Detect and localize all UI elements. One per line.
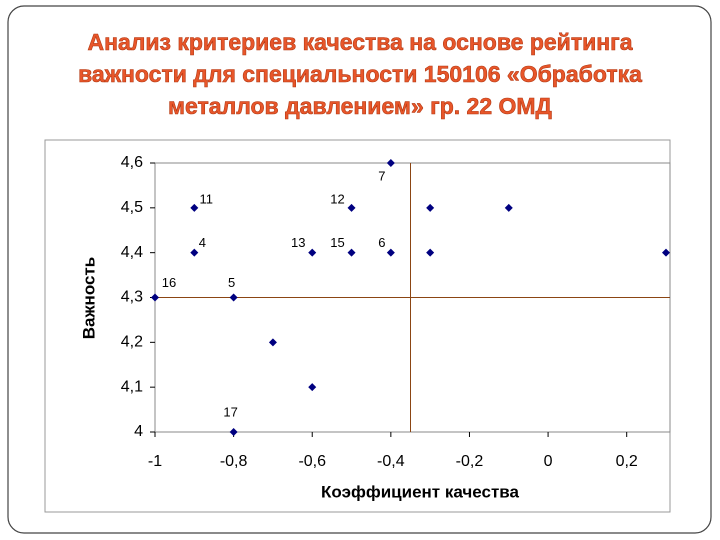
point-label: 16 — [162, 275, 176, 290]
point-label: 13 — [291, 235, 305, 250]
point-label: 4 — [199, 235, 206, 250]
point — [308, 248, 317, 257]
y-tick-label: 4,5 — [121, 199, 143, 216]
point-label: 11 — [200, 191, 214, 206]
x-axis-label: Коэффициент качества — [321, 482, 519, 501]
y-tick-label: 4,6 — [121, 154, 143, 171]
point-label: 15 — [330, 235, 344, 250]
point — [190, 248, 199, 257]
point — [347, 248, 356, 257]
x-tick-label: -0,8 — [220, 453, 248, 470]
point — [308, 383, 317, 392]
point — [268, 338, 277, 347]
x-tick-label: 0,2 — [616, 453, 638, 470]
point — [229, 428, 238, 436]
point-label: 12 — [330, 191, 344, 206]
point-label: 17 — [223, 404, 237, 419]
y-axis-label: Важность — [79, 257, 98, 339]
point — [386, 159, 395, 167]
x-tick-label: -0,2 — [456, 453, 484, 470]
point — [229, 293, 238, 302]
point — [347, 203, 356, 212]
point — [386, 248, 395, 257]
point — [426, 248, 435, 257]
y-tick-label: 4,4 — [121, 244, 143, 261]
chart-title: Анализ критериев качества на основе рейт… — [78, 29, 642, 120]
y-tick-label: 4,1 — [121, 378, 143, 395]
point — [662, 248, 670, 257]
chart-frame — [44, 139, 671, 513]
y-tick-label: 4 — [134, 423, 143, 440]
y-tick-label: 4,3 — [121, 289, 143, 306]
x-tick-label: -1 — [148, 453, 162, 470]
point-label: 7 — [378, 168, 385, 183]
x-tick-label: -0,6 — [298, 453, 326, 470]
point — [504, 203, 513, 212]
slide-frame — [7, 5, 712, 534]
point-label: 6 — [378, 235, 385, 250]
y-tick-label: 4,2 — [121, 334, 143, 351]
x-tick-label: 0 — [544, 453, 553, 470]
point — [151, 293, 159, 302]
point — [190, 203, 199, 212]
point-label: 5 — [228, 275, 235, 290]
x-tick-label: -0,4 — [377, 453, 405, 470]
point — [426, 203, 435, 212]
